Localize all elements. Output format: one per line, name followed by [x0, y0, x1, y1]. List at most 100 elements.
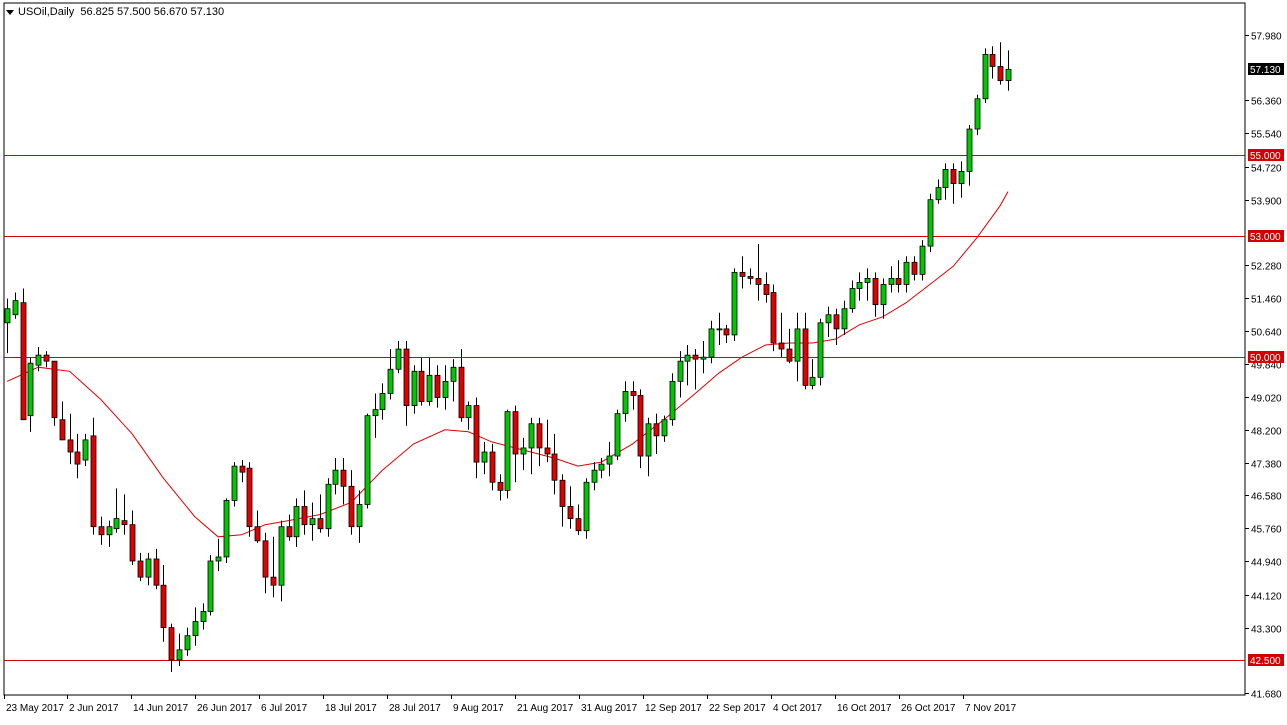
candle[interactable] — [520, 437, 527, 471]
candle[interactable] — [223, 498, 230, 564]
candle[interactable] — [598, 458, 605, 479]
candle[interactable] — [192, 607, 199, 646]
candle[interactable] — [176, 633, 183, 666]
candle[interactable] — [911, 256, 918, 281]
candle[interactable] — [200, 603, 207, 630]
candle[interactable] — [489, 443, 496, 491]
candle[interactable] — [434, 365, 441, 408]
candle[interactable] — [473, 397, 480, 479]
candle[interactable] — [833, 308, 840, 346]
candle[interactable] — [677, 351, 684, 398]
candle[interactable] — [716, 312, 723, 346]
candle[interactable] — [825, 306, 832, 337]
candle[interactable] — [982, 48, 989, 103]
candle[interactable] — [802, 312, 809, 390]
candle[interactable] — [958, 161, 965, 198]
candle[interactable] — [661, 415, 668, 442]
candle[interactable] — [880, 278, 887, 319]
candle[interactable] — [974, 94, 981, 136]
candle[interactable] — [763, 272, 770, 303]
candle[interactable] — [207, 554, 214, 616]
candle[interactable] — [356, 490, 363, 543]
candle[interactable] — [98, 516, 105, 545]
candle[interactable] — [372, 393, 379, 438]
candle[interactable] — [231, 462, 238, 507]
candle[interactable] — [872, 272, 879, 317]
candle[interactable] — [426, 357, 433, 406]
candle[interactable] — [997, 42, 1004, 85]
candle[interactable] — [692, 349, 699, 390]
candle[interactable] — [747, 268, 754, 285]
candle[interactable] — [637, 389, 644, 469]
candle[interactable] — [591, 462, 598, 491]
candle[interactable] — [254, 510, 261, 543]
candle[interactable] — [512, 405, 519, 483]
candle[interactable] — [622, 381, 629, 422]
candle[interactable] — [293, 498, 300, 547]
candle[interactable] — [418, 357, 425, 406]
candle[interactable] — [559, 474, 566, 527]
candle[interactable] — [989, 46, 996, 79]
candle[interactable] — [841, 300, 848, 335]
candle[interactable] — [4, 298, 11, 354]
candle[interactable] — [270, 536, 277, 598]
candle[interactable] — [113, 488, 120, 533]
candle[interactable] — [106, 520, 113, 547]
candle[interactable] — [215, 538, 222, 572]
candle[interactable] — [27, 357, 34, 432]
candle[interactable] — [700, 340, 707, 374]
candle[interactable] — [262, 532, 269, 594]
candle[interactable] — [458, 349, 465, 422]
candle[interactable] — [153, 548, 160, 590]
candle[interactable] — [59, 401, 66, 441]
candle[interactable] — [567, 486, 574, 529]
candle[interactable] — [90, 417, 97, 535]
candle[interactable] — [12, 292, 19, 319]
candle[interactable] — [888, 266, 895, 293]
candle[interactable] — [129, 510, 136, 566]
candle[interactable] — [20, 288, 27, 421]
candle[interactable] — [317, 494, 324, 533]
candle[interactable] — [325, 478, 332, 537]
candle[interactable] — [895, 260, 902, 293]
candle[interactable] — [340, 458, 347, 505]
candle[interactable] — [966, 125, 973, 186]
candle[interactable] — [403, 340, 410, 426]
candle[interactable] — [575, 504, 582, 535]
candle[interactable] — [551, 433, 558, 495]
candle[interactable] — [51, 360, 58, 426]
candle[interactable] — [184, 627, 191, 656]
candle[interactable] — [786, 328, 793, 364]
candle[interactable] — [770, 284, 777, 352]
candle[interactable] — [74, 433, 81, 479]
candle[interactable] — [395, 340, 402, 374]
candle[interactable] — [387, 349, 394, 400]
candle[interactable] — [778, 312, 785, 358]
candle[interactable] — [849, 280, 856, 313]
candle[interactable] — [379, 383, 386, 420]
candle[interactable] — [927, 193, 934, 253]
candle[interactable] — [755, 244, 762, 301]
candle[interactable] — [43, 351, 50, 368]
candle[interactable] — [301, 490, 308, 535]
candle[interactable] — [544, 419, 551, 463]
candle[interactable] — [645, 417, 652, 477]
candle[interactable] — [614, 409, 621, 461]
candle[interactable] — [606, 441, 613, 477]
candle[interactable] — [903, 256, 910, 293]
candle[interactable] — [411, 365, 418, 414]
candle[interactable] — [278, 520, 285, 602]
candle[interactable] — [684, 345, 691, 386]
candle[interactable] — [731, 268, 738, 341]
candle[interactable] — [246, 462, 253, 537]
dropdown-triangle-icon[interactable] — [6, 9, 14, 15]
candle[interactable] — [450, 359, 457, 402]
candle[interactable] — [145, 552, 152, 586]
candle[interactable] — [708, 320, 715, 364]
candle[interactable] — [739, 256, 746, 289]
candle[interactable] — [809, 359, 816, 390]
candle[interactable] — [442, 365, 449, 410]
candle[interactable] — [35, 347, 42, 372]
